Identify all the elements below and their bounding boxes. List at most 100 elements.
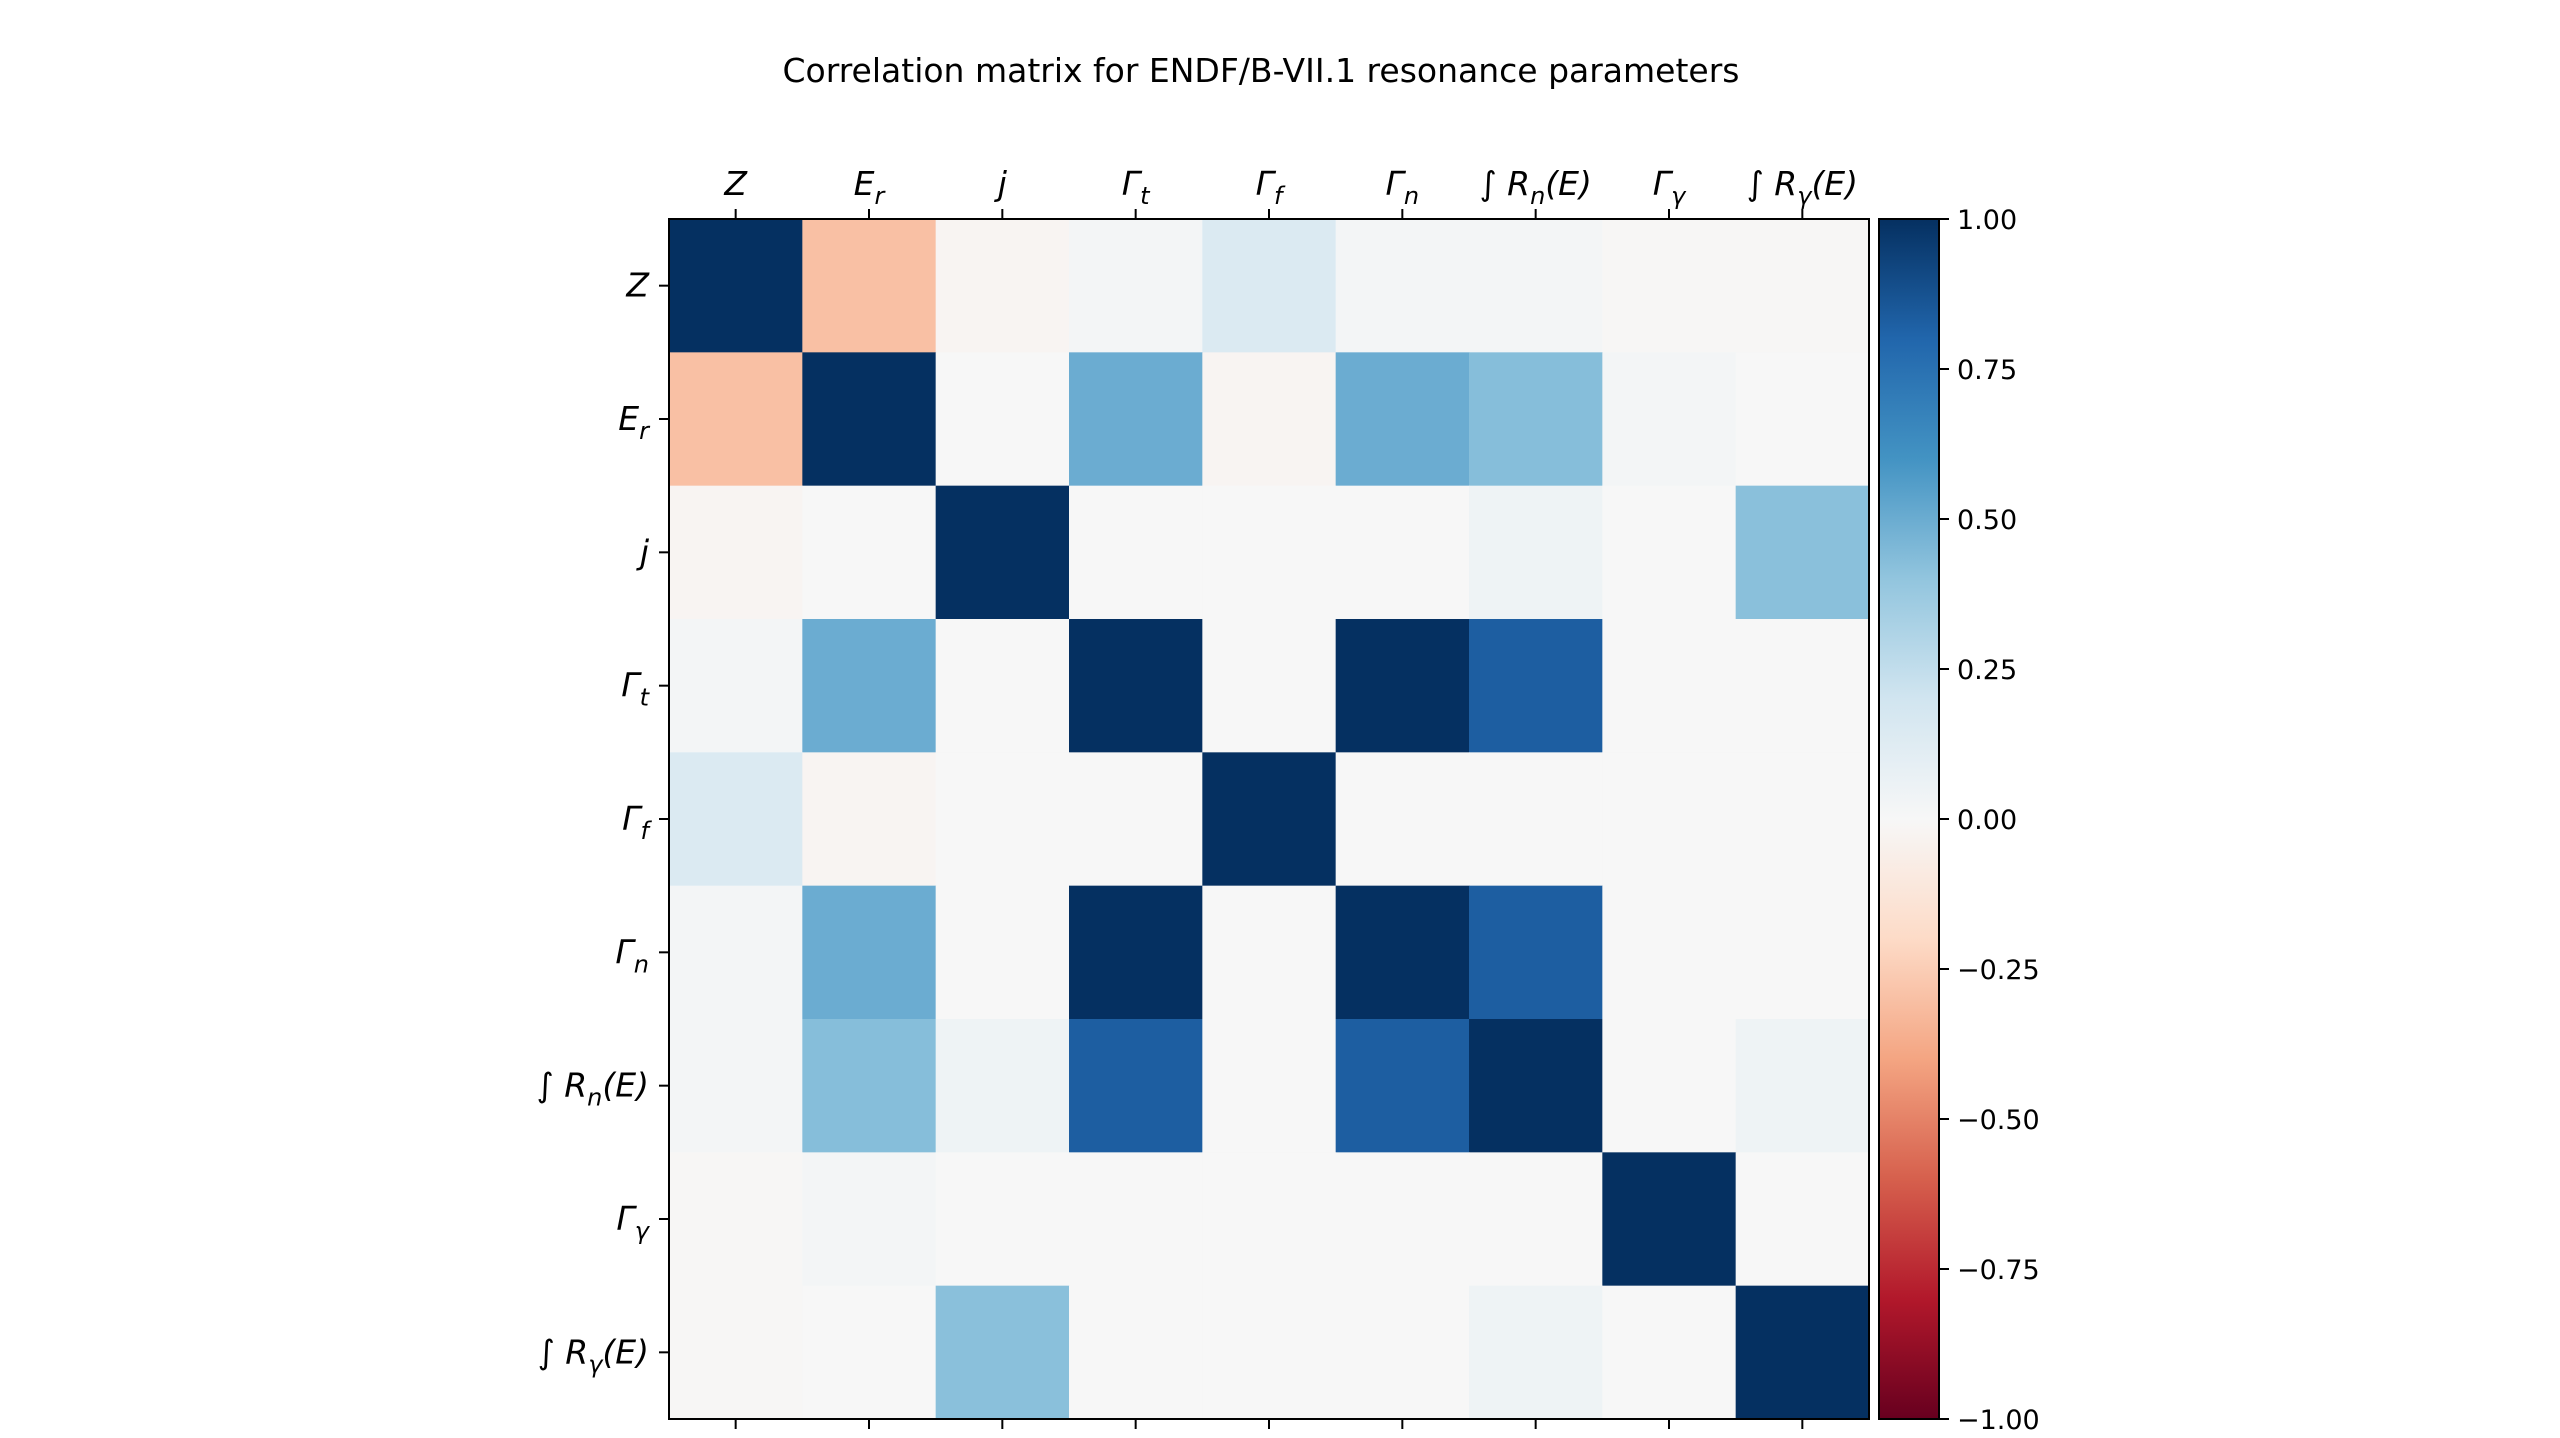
- heatmap-cell: [1735, 885, 1870, 1020]
- heatmap-cell: [1069, 1285, 1203, 1420]
- heatmap-cell: [1469, 619, 1603, 753]
- heatmap-cell: [935, 219, 1070, 353]
- heatmap-cell: [802, 1285, 937, 1420]
- heatmap-cell: [1202, 485, 1337, 620]
- heatmap-cell: [1335, 485, 1470, 620]
- y-tick-label: Z: [625, 266, 650, 305]
- heatmap-cell: [1735, 1152, 1870, 1287]
- heatmap-cell: [1735, 352, 1870, 487]
- heatmap-cell: [1335, 352, 1470, 487]
- x-tick-label: Γt: [1122, 164, 1151, 210]
- heatmap-cell: [1469, 485, 1603, 620]
- x-tick-label: Γn: [1386, 164, 1420, 210]
- heatmap-cell: [1202, 1019, 1337, 1153]
- colorbar-tick-label: −0.50: [1957, 1105, 2040, 1136]
- heatmap-cell: [1735, 485, 1870, 620]
- x-tick-label: ∫ Rγ(E): [1747, 164, 1858, 210]
- heatmap-cell: [1202, 1152, 1337, 1287]
- heatmap-cell: [669, 1019, 803, 1153]
- heatmap-cell: [1735, 219, 1870, 353]
- heatmap-cell: [669, 219, 803, 353]
- heatmap-cell: [1602, 219, 1737, 353]
- y-tick-label: Er: [618, 399, 651, 445]
- colorbar-ticks: 1.00 0.75 0.50 0.25 0.00 −0.25 −0.50 −0.75 −1.00: [1939, 205, 2040, 1436]
- x-tick-label: Z: [723, 164, 748, 203]
- heatmap-cell: [1069, 752, 1203, 887]
- heatmap-cell: [802, 752, 937, 887]
- heatmap-cell: [1735, 1019, 1870, 1153]
- y-tick-label: Γγ: [616, 1199, 650, 1245]
- heatmap-cell: [1602, 1019, 1737, 1153]
- heatmap-cell: [1735, 752, 1870, 887]
- heatmap-cell: [802, 1152, 937, 1287]
- heatmap-cell: [1735, 1285, 1870, 1420]
- y-tick-label: Γt: [621, 666, 650, 712]
- colorbar-tick-label: 0.00: [1957, 805, 2017, 836]
- heatmap-cell: [1069, 1019, 1203, 1153]
- heatmap-cell: [1335, 885, 1470, 1020]
- heatmap-cell: [1602, 1152, 1737, 1287]
- heatmap-cell: [802, 1019, 937, 1153]
- y-tick-label: ∫ Rγ(E): [538, 1332, 649, 1378]
- colorbar-tick-label: −1.00: [1957, 1405, 2040, 1436]
- heatmap-cell: [1202, 1285, 1337, 1420]
- heatmap-cell: [1602, 885, 1737, 1020]
- heatmap-cell: [1335, 219, 1470, 353]
- heatmap-cell: [1469, 219, 1603, 353]
- heatmap-cell: [935, 1285, 1070, 1420]
- heatmap-cell: [669, 885, 803, 1020]
- heatmap-cell: [1202, 619, 1337, 753]
- heatmap-cell: [802, 619, 937, 753]
- heatmap-cell: [1469, 1152, 1603, 1287]
- heatmap-cell: [1602, 1285, 1737, 1420]
- heatmap-cell: [669, 352, 803, 487]
- heatmap-cell: [1469, 1019, 1603, 1153]
- heatmap-cell: [1335, 619, 1470, 753]
- x-tick-label: Γγ: [1653, 164, 1687, 210]
- heatmap-cell: [1335, 1019, 1470, 1153]
- chart-title: Correlation matrix for ENDF/B-VII.1 reso…: [783, 51, 1740, 90]
- heatmap-cell: [1069, 352, 1203, 487]
- heatmap-cell: [1069, 1152, 1203, 1287]
- heatmap-cell: [1202, 885, 1337, 1020]
- x-tick-label: j: [994, 164, 1008, 203]
- heatmap-cell: [1335, 752, 1470, 887]
- heatmap-cell: [802, 485, 937, 620]
- heatmap-cell: [935, 1152, 1070, 1287]
- x-tick-label: Γf: [1256, 164, 1286, 210]
- heatmap-cells: [669, 219, 1870, 1420]
- heatmap-cell: [1469, 352, 1603, 487]
- x-axis-ticks: Z Er j Γt Γf Γn ∫ Rn(E) Γγ ∫ Rγ(E): [723, 164, 1858, 1429]
- x-tick-label: ∫ Rn(E): [1479, 164, 1591, 210]
- y-axis-ticks: Z Er j Γt Γf Γn ∫ Rn(E) Γγ ∫ Rγ(E): [537, 266, 669, 1378]
- heatmap-cell: [935, 1019, 1070, 1153]
- heatmap-cell: [935, 619, 1070, 753]
- heatmap-cell: [669, 485, 803, 620]
- heatmap-cell: [1069, 619, 1203, 753]
- colorbar-tick-label: 1.00: [1957, 205, 2017, 236]
- heatmap-cell: [1202, 752, 1337, 887]
- heatmap-cell: [935, 885, 1070, 1020]
- heatmap-cell: [669, 619, 803, 753]
- heatmap-cell: [1335, 1285, 1470, 1420]
- colorbar: [1878, 218, 1940, 1420]
- heatmap-cell: [935, 485, 1070, 620]
- heatmap-cell: [1335, 1152, 1470, 1287]
- colorbar-tick-label: 0.50: [1957, 505, 2017, 536]
- heatmap-cell: [1069, 885, 1203, 1020]
- colorbar-tick-label: 0.25: [1957, 655, 2017, 686]
- heatmap-cell: [669, 1285, 803, 1420]
- y-tick-label: Γf: [622, 799, 652, 845]
- y-tick-label: ∫ Rn(E): [537, 1066, 649, 1112]
- heatmap-cell: [1202, 219, 1337, 353]
- heatmap-cell: [1069, 485, 1203, 620]
- heatmap-cell: [1735, 619, 1870, 753]
- heatmap-cell: [1469, 1285, 1603, 1420]
- heatmap-cell: [1469, 885, 1603, 1020]
- heatmap-cell: [1602, 752, 1737, 887]
- heatmap-cell: [802, 885, 937, 1020]
- colorbar-tick-label: −0.75: [1957, 1255, 2040, 1286]
- heatmap-cell: [935, 352, 1070, 487]
- heatmap-cell: [1602, 485, 1737, 620]
